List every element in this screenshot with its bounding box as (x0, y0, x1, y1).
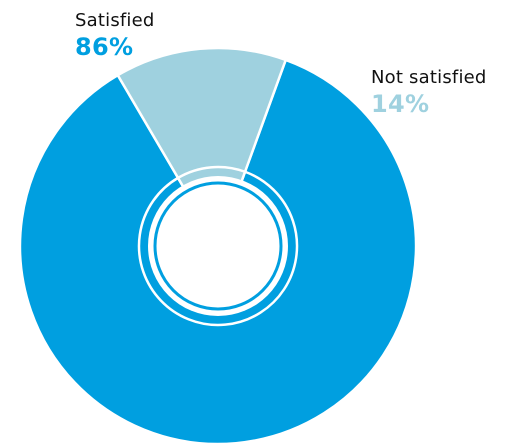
donut-center-circle (153, 181, 283, 311)
slice-label-not-satisfied: Not satisfied 14% (371, 67, 487, 118)
pie-slice-not-satisfied (116, 46, 287, 248)
slice-label-satisfied-value: 86% (75, 33, 134, 61)
slice-label-not-satisfied-name: Not satisfied (371, 67, 487, 88)
slice-label-satisfied: Satisfied 86% (75, 10, 155, 61)
slice-label-satisfied-name: Satisfied (75, 10, 155, 31)
slice-label-not-satisfied-value: 14% (371, 90, 430, 118)
